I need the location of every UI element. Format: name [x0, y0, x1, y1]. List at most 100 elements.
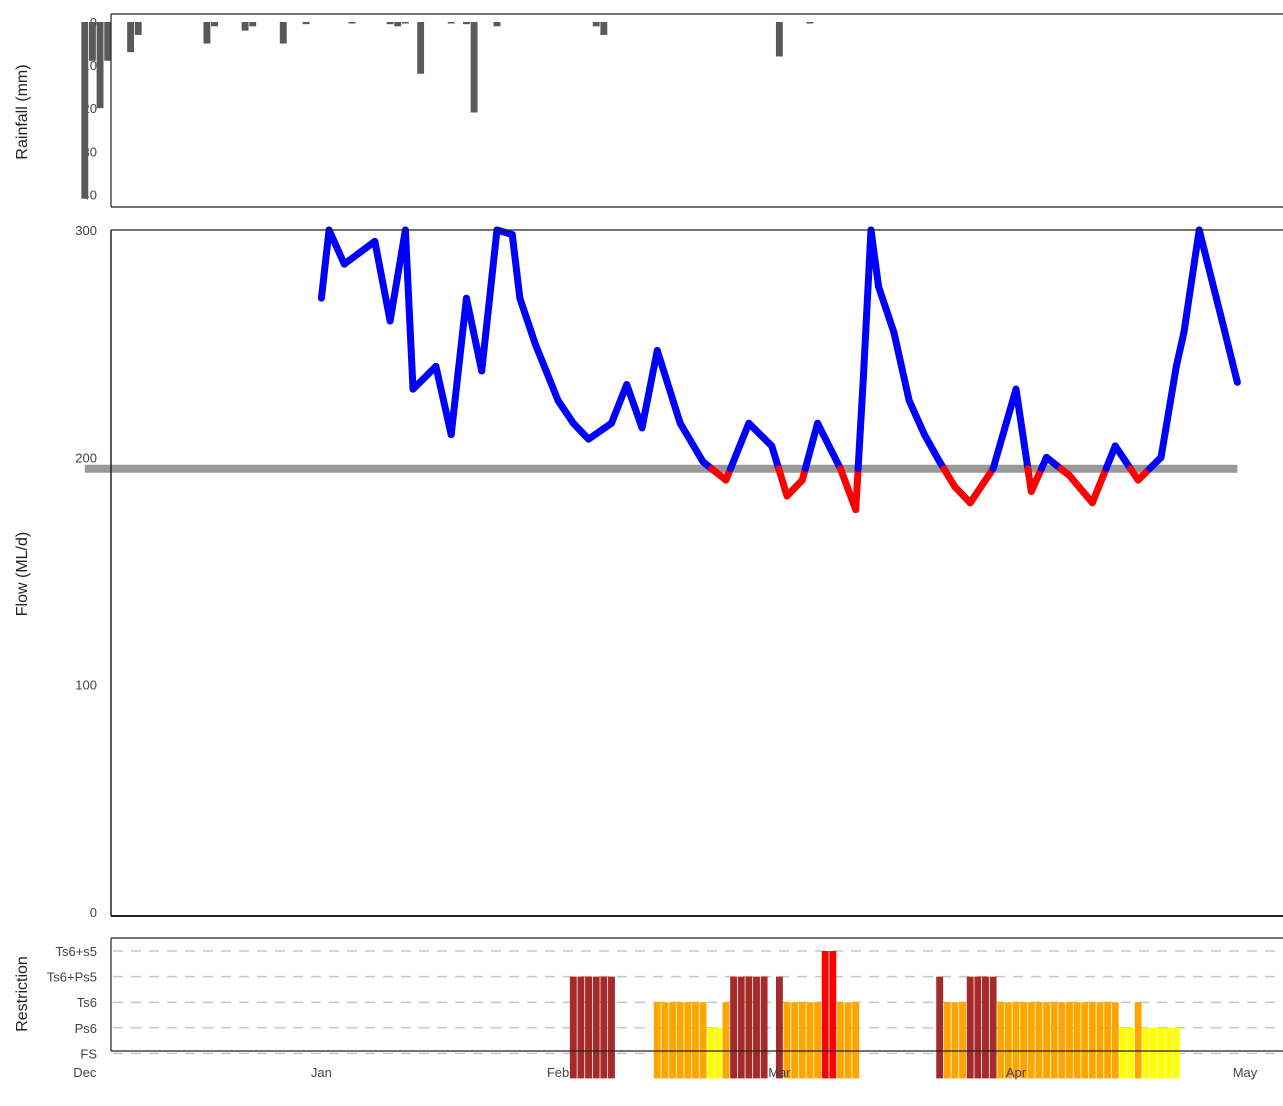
restriction-bar [798, 1002, 806, 1079]
restriction-bar [1157, 1027, 1165, 1079]
rainfall-bar [88, 22, 96, 61]
rainfall-bar [96, 22, 104, 109]
restriction-bar [699, 1002, 707, 1079]
flow-segment [478, 226, 501, 375]
flow-segment [768, 442, 783, 473]
flow-segment [1012, 385, 1032, 473]
restriction-bar [1073, 1002, 1081, 1079]
restriction-panel: Restriction FS Ps6 Ts6 Ts6+Ps5 Ts6+s5 [14, 937, 1283, 1079]
restriction-bar [691, 1002, 699, 1079]
restriction-bar [707, 1027, 715, 1079]
restriction-bar [585, 976, 593, 1079]
restriction-bar [1020, 1002, 1028, 1079]
flow-segment [867, 226, 883, 291]
restriction-bar [974, 976, 982, 1079]
restriction-bar [821, 951, 829, 1079]
restriction-bar [569, 976, 577, 1079]
flow-segment [508, 231, 524, 302]
flow-segment [1088, 465, 1110, 507]
restriction-bar [1119, 1027, 1127, 1079]
rainfall-bar [463, 22, 470, 25]
rainfall-bar [394, 22, 402, 27]
restriction-bar [844, 1002, 852, 1079]
rainfall-bar [447, 22, 455, 24]
flow-segment [875, 283, 898, 336]
restriction-bar [1004, 1002, 1012, 1079]
restriction-bar [837, 1002, 844, 1079]
restriction-bar [669, 1002, 676, 1079]
flow-segment [989, 385, 1020, 473]
rainfall-bar [203, 22, 211, 44]
flow-y-tick: 200 [75, 450, 97, 465]
flow-segment [890, 328, 913, 404]
restriction-bar [982, 976, 989, 1079]
flow-segment [653, 346, 684, 427]
x-tick-label: Apr [1006, 1065, 1027, 1080]
rainfall-bar [775, 22, 783, 57]
restriction-bar [936, 976, 944, 1079]
restriction-bar [997, 1002, 1005, 1079]
flow-segment [1218, 317, 1241, 386]
rainfall-bar [470, 22, 478, 113]
restriction-bar [577, 976, 585, 1079]
restriction-y-ticks: FS Ps6 Ts6 Ts6+Ps5 Ts6+s5 [47, 944, 98, 1061]
restriction-bar [745, 976, 753, 1079]
restriction-bar [1081, 1002, 1089, 1079]
restriction-bar [1027, 1002, 1035, 1079]
restriction-bar [783, 1002, 791, 1079]
restriction-bar [1111, 1002, 1119, 1079]
rainfall-bar [279, 22, 287, 44]
flow-segment [409, 362, 440, 393]
restriction-bar [1104, 1002, 1112, 1079]
rainfall-bar [348, 22, 356, 24]
flow-segment [447, 294, 470, 439]
restriction-bar [1058, 1002, 1066, 1079]
restriction-bar [943, 1002, 951, 1079]
restriction-y-tick: Ts6 [77, 995, 97, 1010]
rainfall-bar [211, 22, 218, 27]
restriction-bar [722, 1002, 730, 1079]
flow-segment [1065, 472, 1096, 507]
restriction-bar [1035, 1002, 1043, 1079]
flow-segment [462, 294, 486, 375]
restriction-bar [951, 1002, 959, 1079]
x-tick-label: Dec [73, 1065, 97, 1080]
restriction-axis-label: Restriction [14, 956, 31, 1032]
restriction-bar [829, 951, 837, 1079]
rainfall-panel: Rainfall (mm) 010203040 [14, 13, 1283, 208]
flow-segment [1195, 226, 1226, 325]
restriction-bar [661, 1002, 669, 1079]
rainfall-bar [493, 22, 501, 27]
flow-y-ticks: 0 100 200 300 [75, 223, 97, 920]
flow-segment [775, 465, 791, 500]
rainfall-bar [600, 22, 608, 35]
flow-series [317, 226, 1241, 514]
restriction-bar [806, 1002, 814, 1079]
x-axis-ticks: Dec Jan Feb Mar Apr May [73, 1065, 1258, 1080]
restriction-bar [737, 976, 745, 1079]
flow-segment [966, 465, 997, 507]
flow-segment [1172, 328, 1188, 370]
restriction-bar [1172, 1027, 1180, 1079]
flow-segment [638, 346, 661, 432]
restriction-bar [653, 1002, 661, 1079]
flow-segment [801, 419, 822, 473]
restriction-bar [1043, 1002, 1050, 1079]
restriction-bar [753, 976, 760, 1079]
flow-y-tick: 0 [90, 905, 97, 920]
restriction-bar [608, 976, 615, 1079]
rainfall-bar [806, 22, 814, 24]
restriction-bar [791, 1002, 799, 1079]
restriction-bar [959, 1002, 967, 1079]
flow-segment [1111, 442, 1135, 473]
flow-segment [745, 419, 776, 450]
flow-segment [585, 419, 615, 443]
flow-segment [531, 340, 562, 404]
restriction-bar [1050, 1002, 1058, 1079]
rainfall-bar [241, 22, 249, 31]
restriction-bar [714, 1027, 722, 1079]
rainfall-bar [302, 22, 310, 25]
flow-segment [317, 226, 333, 302]
flow-segment [623, 381, 646, 432]
flow-segment [951, 483, 974, 507]
